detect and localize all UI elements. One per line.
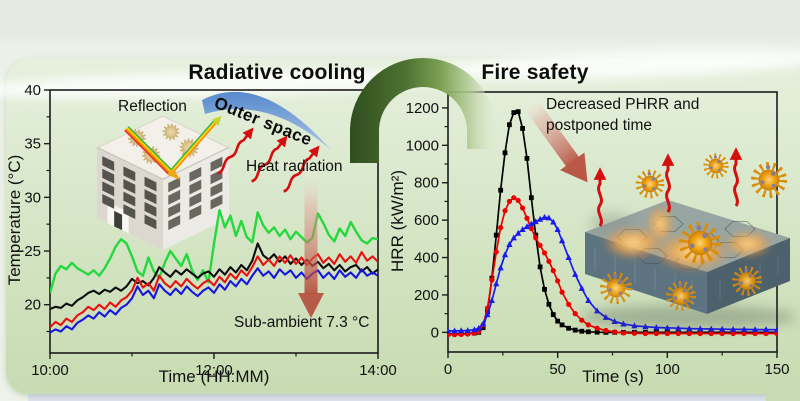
y-tick-label: 800 [414, 175, 439, 192]
heat-radiation-label: Heat radiation [246, 158, 343, 175]
x-tick-label: 0 [444, 361, 452, 378]
left-section-title: Radiative cooling [188, 61, 366, 84]
green-arch-arrow [350, 58, 496, 163]
y-tick-label: 0 [431, 324, 439, 341]
phrr-annotation-line1: Decreased PHRR and [546, 96, 700, 113]
phrr-arrow [520, 94, 588, 183]
temperature-axis-label: Temperature (°C) [5, 154, 24, 286]
x-tick-label: 50 [549, 361, 566, 378]
flame [724, 231, 772, 257]
reflection-label: Reflection [118, 98, 187, 115]
y-tick-label: 40 [24, 82, 41, 99]
hrr-axis-label: HRR (kW/m²) [388, 170, 407, 272]
rainbow-reflection-arrows [124, 116, 222, 180]
y-tick-label: 400 [414, 250, 439, 267]
outer-space-band [202, 91, 331, 150]
series-sample-black [50, 242, 378, 310]
hrr-chart: 0 50 100 150 0 200 400 600 800 1000 1200 [406, 91, 790, 378]
x-tick-label: 12:00 [195, 362, 233, 379]
x-tick-label: 10:00 [31, 362, 69, 379]
series-sample-red [50, 251, 378, 328]
y-tick-label: 30 [24, 189, 41, 206]
inset-heat-release-arrows [593, 147, 743, 227]
right-section-title: Fire safety [481, 61, 589, 84]
sub-ambient-arrow [298, 166, 324, 318]
series-ambient-green [50, 208, 378, 294]
flame [647, 206, 673, 242]
sub-ambient-label: Sub-ambient 7.3 °C [234, 314, 370, 331]
y-tick-label: 20 [24, 297, 41, 314]
time-hhmm-axis-label: Time (HH:MM) [158, 367, 270, 386]
y-tick-label: 25 [24, 243, 41, 260]
right-face-windows [168, 156, 223, 230]
y-tick-label: 1000 [406, 137, 439, 154]
phrr-annotation-line2: postponed time [546, 117, 652, 134]
card-corner-patch [766, 385, 800, 401]
y-tick-label: 35 [24, 136, 41, 153]
x-tick-label: 150 [764, 361, 789, 378]
heat-radiation-arrows [217, 127, 320, 193]
x-tick-label: 14:00 [359, 362, 397, 379]
y-tick-label: 1200 [406, 100, 439, 117]
bottom-window-strip [28, 394, 770, 401]
time-s-axis-label: Time (s) [582, 367, 644, 386]
y-tick-label: 600 [414, 212, 439, 229]
x-tick-label: 100 [655, 361, 680, 378]
y-tick-label: 200 [414, 287, 439, 304]
left-face-windows [102, 156, 157, 234]
phrr-annotation: Decreased PHRR and postponed time [546, 94, 746, 136]
series-sample-blue [50, 267, 378, 334]
flame [603, 227, 663, 259]
composite-inset [580, 147, 796, 329]
temperature-chart: 10:00 12:00 14:00 20 25 30 35 40 [24, 82, 396, 379]
